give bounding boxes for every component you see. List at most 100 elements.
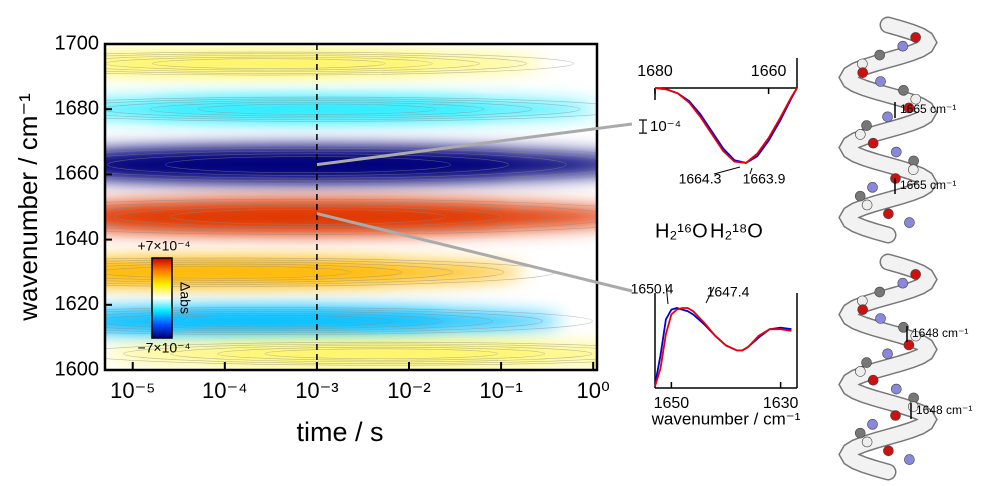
- atom: [882, 111, 893, 123]
- contour-line: [217, 346, 546, 361]
- contour-line: [105, 55, 480, 73]
- contour-line: [170, 345, 593, 363]
- contour-line: [123, 343, 597, 364]
- contour-line: [105, 203, 558, 230]
- atom: [854, 190, 866, 202]
- atom: [861, 120, 872, 131]
- x-tick-label: 10⁻⁴: [202, 378, 248, 403]
- x-tick-label: 10⁻¹: [479, 378, 522, 403]
- spectrum-line: [654, 307, 792, 385]
- contour-line: [105, 341, 597, 366]
- contour-line: [105, 148, 597, 182]
- atom: [875, 76, 886, 87]
- atom: [910, 93, 922, 105]
- atom: [897, 277, 909, 289]
- x-tick-label: 10⁰: [577, 378, 610, 403]
- contour-line: [105, 265, 352, 279]
- atom: [883, 445, 894, 457]
- contour-line: [152, 58, 386, 69]
- atom: [857, 295, 868, 307]
- contour-line: [105, 307, 593, 335]
- contour-line: [105, 145, 597, 184]
- atom: [890, 383, 902, 395]
- y-tick-label: 1640: [55, 228, 100, 250]
- atom: [861, 357, 872, 368]
- plot-frame: [103, 42, 599, 372]
- scale-bar-label: 10⁻⁴: [650, 118, 681, 135]
- contour-line: [105, 150, 567, 179]
- overlay: 1600 1620 1640 1660 1680 1700 10⁻⁵ 10⁻⁴ 10⁻³ 10⁻²…: [55, 32, 611, 403]
- atom: [861, 199, 873, 211]
- x-tick-label: 1650: [654, 395, 690, 412]
- x-tick-label: 1680: [637, 63, 673, 80]
- y-axis-label: wavenumber / cm⁻¹: [13, 93, 43, 322]
- x-tick-label: 10⁻³: [295, 378, 338, 403]
- atom: [908, 155, 919, 167]
- peak-label: 1647.4: [707, 284, 750, 300]
- peak-label: 1663.9: [743, 171, 786, 187]
- contour-map: [105, 44, 597, 370]
- atom: [907, 164, 919, 175]
- contour-line: [105, 311, 493, 332]
- contour-line: [105, 51, 574, 76]
- atom: [875, 313, 886, 324]
- x-axis-label: wavenumber / cm⁻¹: [651, 409, 801, 428]
- atom: [855, 366, 866, 377]
- y-tick-label: 1680: [55, 97, 100, 119]
- contour-line: [169, 208, 447, 225]
- atom: [903, 339, 915, 351]
- peak-pointer: [705, 286, 715, 304]
- x-tick-label: 1660: [751, 63, 787, 80]
- atom: [904, 454, 915, 465]
- atom: [867, 374, 879, 386]
- atom: [883, 208, 894, 220]
- atom: [861, 436, 873, 448]
- helix-ribbon: [839, 18, 937, 242]
- peak-label: 1650.4: [631, 281, 674, 297]
- x-axis-label: time / s: [296, 417, 383, 447]
- helix-label: 1665 cm⁻¹: [900, 102, 956, 116]
- peak-pointer: [665, 283, 669, 305]
- atom: [897, 40, 909, 52]
- colorbar-label: −7×10⁻⁴: [137, 340, 190, 356]
- x-tick-label: 10⁻⁵: [110, 378, 155, 403]
- helix-ribbon: [839, 255, 937, 479]
- y-tick-label: 1660: [55, 163, 100, 185]
- x-tick-label: 10⁻²: [387, 378, 430, 403]
- contour-line: [105, 263, 403, 281]
- atom: [890, 410, 901, 421]
- atom: [874, 286, 886, 298]
- atom: [910, 32, 921, 43]
- atom: [857, 58, 868, 70]
- atom: [910, 269, 921, 280]
- contour-line: [113, 206, 503, 228]
- contour-line: [264, 348, 498, 359]
- atom: [882, 348, 893, 360]
- atom: [898, 85, 909, 96]
- atom: [867, 182, 878, 193]
- helix-label: 1648 cm⁻¹: [916, 403, 972, 417]
- helix-label: 1648 cm⁻¹: [912, 326, 968, 340]
- x-tick-label: 1630: [763, 395, 799, 412]
- contour-line: [105, 313, 443, 330]
- peak-pointer: [713, 166, 741, 175]
- contour-line: [105, 53, 527, 74]
- contour-core: [105, 264, 405, 281]
- contour-line: [105, 198, 597, 235]
- contour-line: [164, 156, 452, 174]
- atom: [855, 129, 866, 140]
- atom: [890, 146, 902, 158]
- colorbar-label: +7×10⁻⁴: [137, 238, 190, 254]
- contour-line: [105, 201, 597, 233]
- colorbar-title: Δabs: [177, 282, 193, 314]
- spectrum-line: [654, 87, 798, 164]
- contour-line: [144, 315, 393, 328]
- contour-line: [105, 261, 454, 283]
- atom: [904, 217, 915, 228]
- connector: [316, 212, 633, 293]
- y-tick-label: 1620: [55, 293, 100, 315]
- peak-pointer: [749, 167, 753, 175]
- y-tick-label: 1700: [55, 32, 100, 54]
- atom: [867, 137, 879, 149]
